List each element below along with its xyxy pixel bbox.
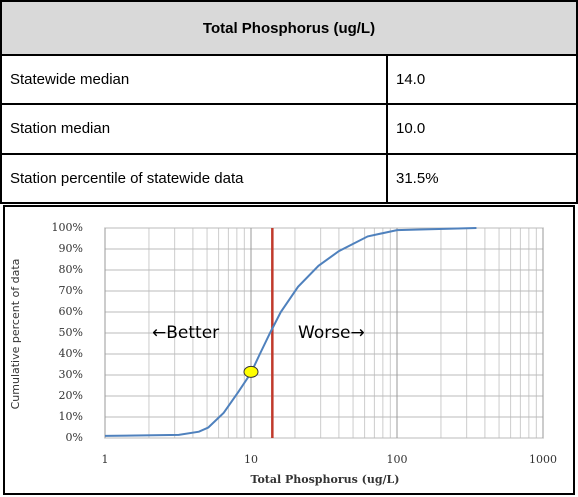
y-tick-label: 80% bbox=[59, 263, 83, 276]
y-tick-label: 70% bbox=[59, 284, 83, 297]
summary-table: Total Phosphorus (ug/L) Statewide median… bbox=[0, 0, 578, 205]
y-axis-label: Cumulative percent of data bbox=[9, 259, 22, 410]
y-tick-label: 50% bbox=[59, 326, 83, 339]
x-axis-label: Total Phosphorus (ug/L) bbox=[251, 473, 400, 486]
cell: Statewide median bbox=[0, 53, 388, 106]
annotation: ←Better bbox=[152, 323, 219, 343]
y-tick-label: 30% bbox=[59, 368, 83, 381]
y-tick-label: 60% bbox=[59, 305, 83, 318]
x-tick-label: 10 bbox=[244, 453, 258, 466]
table-header: Total Phosphorus (ug/L) bbox=[0, 0, 578, 56]
x-tick-label: 1000 bbox=[529, 453, 557, 466]
y-tick-label: 0% bbox=[66, 431, 83, 444]
y-tick-label: 90% bbox=[59, 242, 83, 255]
station-point bbox=[243, 365, 259, 378]
y-tick-label: 10% bbox=[59, 410, 83, 423]
y-tick-label: 40% bbox=[59, 347, 83, 360]
cell: 14.0 bbox=[386, 53, 578, 106]
y-tick-label: 100% bbox=[52, 221, 83, 234]
cell: 10.0 bbox=[386, 103, 578, 155]
cell: 31.5% bbox=[386, 152, 578, 205]
chart: Total Phosphorus (ug/L) Cumulative perce… bbox=[3, 205, 575, 495]
y-tick-label: 20% bbox=[59, 389, 83, 402]
line bbox=[104, 227, 477, 437]
x-tick-label: 1 bbox=[102, 453, 109, 466]
x-tick-label: 100 bbox=[387, 453, 408, 466]
cell: Station percentile of statewide data bbox=[0, 152, 388, 205]
cell: Station median bbox=[0, 103, 388, 155]
annotation: Worse→ bbox=[298, 323, 365, 343]
